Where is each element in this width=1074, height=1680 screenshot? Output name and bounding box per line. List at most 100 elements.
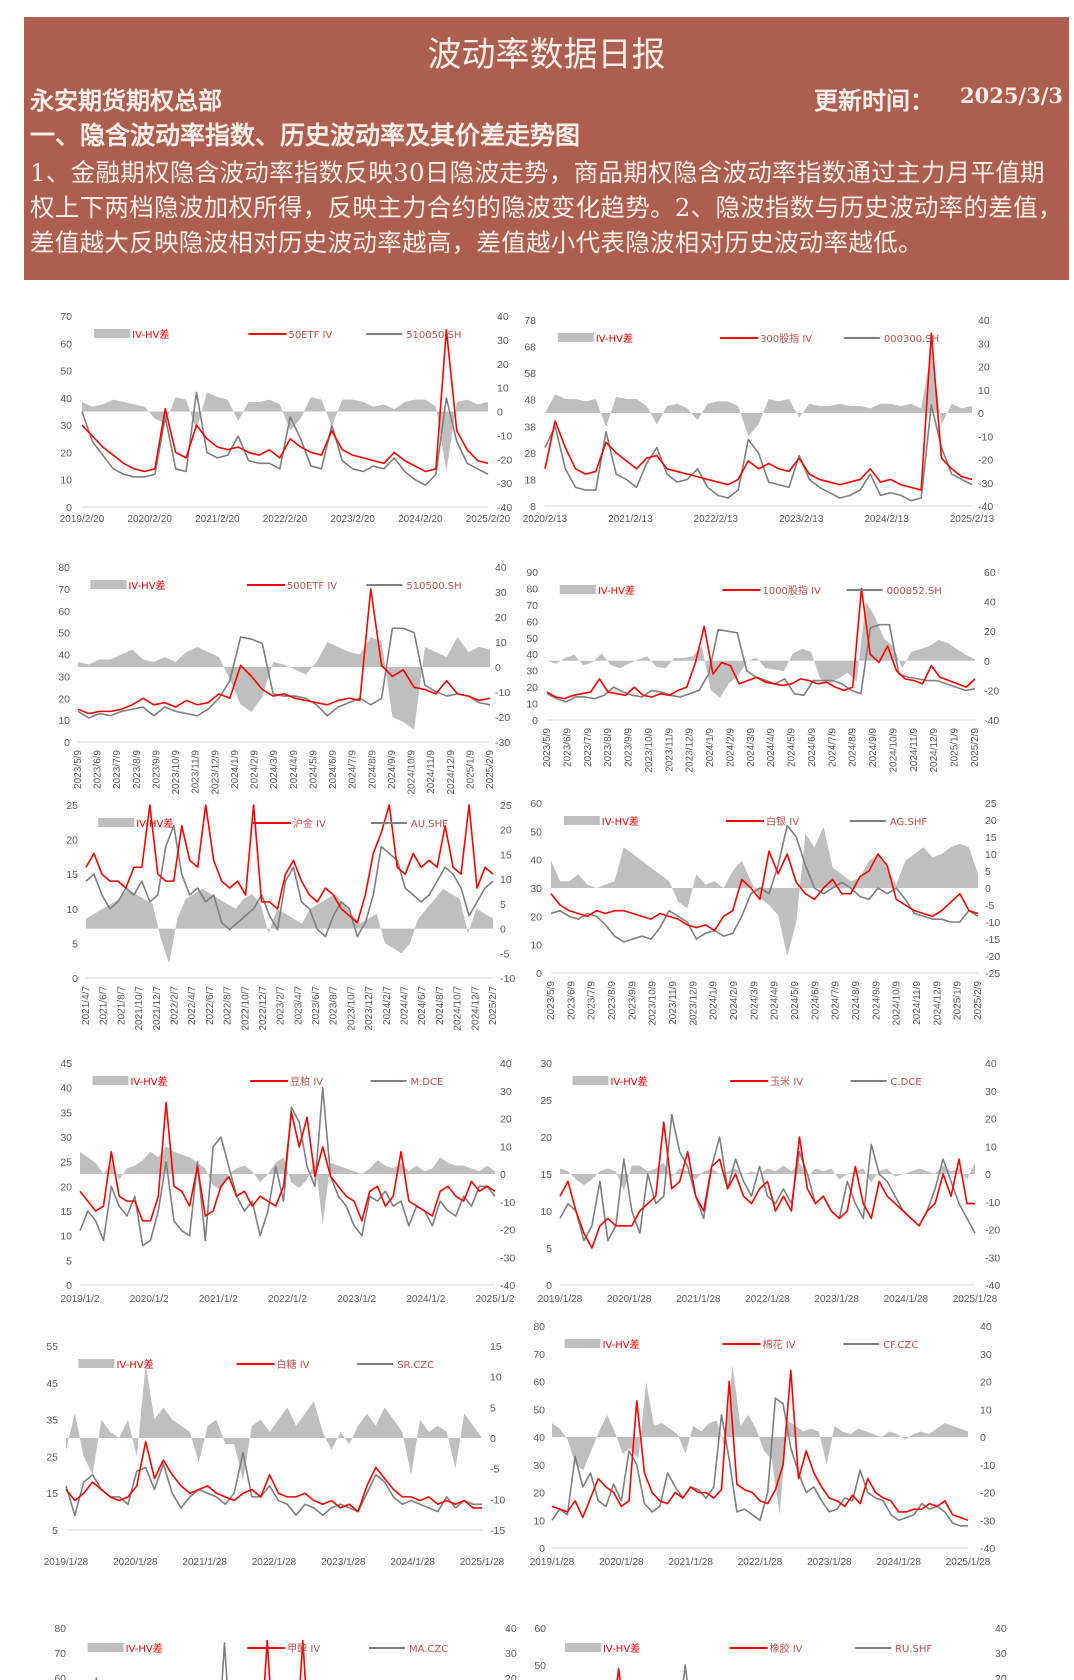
x-tick-label: 2021/1/28 — [676, 1294, 721, 1305]
legend-label: 玉米 IV — [770, 1075, 803, 1088]
y-left-tick-label: 15 — [46, 1488, 58, 1500]
y-left-tick-label: 80 — [533, 1321, 545, 1333]
chart-legend: IV-HV差 棉花 IV CF.CZC — [564, 1338, 918, 1351]
y-right-tick-label: 0 — [500, 1169, 506, 1181]
iv-line — [551, 1369, 969, 1522]
y-left-tick-label: 70 — [526, 600, 538, 612]
legend-swatch-diff — [78, 1359, 115, 1368]
chart-legend: IV-HV差 300股指 IV 000300.SH — [557, 332, 939, 345]
x-tick-label: 2023/6/7 — [311, 986, 322, 1025]
x-tick-label: 2022/1/2 — [268, 1294, 307, 1305]
y-right-tick-label: 40 — [984, 597, 996, 609]
y-left-tick-label: 20 — [60, 447, 72, 459]
legend-label: 豆粕 IV — [290, 1075, 323, 1088]
iv-line — [559, 1121, 975, 1249]
iv-line — [65, 1440, 482, 1513]
x-tick-label: 2024/6/9 — [328, 750, 339, 789]
y-right-tick-label: 40 — [978, 315, 990, 327]
x-tick-label: 2024/1/2 — [406, 1294, 445, 1305]
y-right-tick-label: 40 — [497, 311, 509, 323]
y-right-tick-label: -40 — [980, 1543, 995, 1555]
legend-label: IV-HV差 — [128, 579, 165, 592]
y-right-tick-label: 10 — [500, 1141, 512, 1153]
x-tick-label: 2023/10/7 — [346, 986, 357, 1031]
y-right-tick-label: 10 — [490, 1372, 502, 1384]
section-description: 1、金融期权隐含波动率指数反映30日隐波走势，商品期权隐含波动率指数通过主力月平… — [30, 158, 1063, 257]
y-left-tick-label: 5 — [66, 1255, 72, 1267]
x-tick-label: 2019/1/28 — [538, 1294, 583, 1305]
y-right-tick-label: -30 — [978, 478, 993, 490]
y-right-tick-label: -5 — [490, 1464, 499, 1476]
y-right-tick-label: 20 — [980, 1377, 992, 1389]
iv-line — [616, 1667, 621, 1680]
x-tick-label: 2024/6/9 — [810, 981, 821, 1020]
x-tick-label: 2023/7/9 — [583, 728, 594, 767]
y-right-tick-label: 0 — [978, 408, 984, 420]
y-left-tick-label: 30 — [58, 671, 70, 683]
x-tick-label: 2020/1/28 — [599, 1557, 644, 1568]
hv-line — [85, 824, 494, 938]
x-tick-label: 2019/2/20 — [60, 514, 105, 525]
chart-legend: IV-HV差 橡胶 IV RU.SHF — [564, 1642, 932, 1655]
y-right-tick-label: -10 — [500, 1197, 515, 1209]
x-tick-label: 2024/12/9 — [932, 981, 943, 1026]
y-left-tick-label: 5 — [52, 1525, 58, 1537]
y-left-tick-label: 45 — [46, 1378, 58, 1390]
y-right-tick-label: 20 — [985, 1114, 997, 1126]
y-left-tick-label: 18 — [524, 474, 536, 486]
y-left-tick-label: 5 — [546, 1243, 552, 1255]
chart-legend: IV-HV差 500ETF IV 510500.SH — [90, 579, 462, 592]
x-tick-label: 2023/9/9 — [627, 981, 638, 1020]
x-tick-label: 2022/1/28 — [252, 1557, 297, 1568]
x-tick-label: 2025/2/9 — [970, 728, 981, 767]
y-left-tick-label: 10 — [60, 1231, 72, 1243]
legend-label: 500ETF IV — [287, 581, 337, 592]
x-tick-label: 2021/1/28 — [182, 1557, 227, 1568]
y-left-tick-label: 15 — [540, 1169, 552, 1181]
y-right-tick-label: 30 — [497, 335, 509, 347]
y-right-tick-label: -40 — [500, 1280, 515, 1292]
y-right-tick-label: -10 — [985, 917, 1000, 929]
x-tick-label: 2023/6/9 — [562, 728, 573, 767]
y-left-tick-label: 40 — [58, 650, 70, 662]
x-tick-label: 2025/1/28 — [953, 1294, 998, 1305]
y-left-tick-label: 10 — [58, 715, 70, 727]
x-tick-label: 2025/1/28 — [946, 1557, 991, 1568]
y-right-tick-label: -10 — [978, 431, 993, 443]
x-tick-label: 2025/1/2 — [476, 1294, 515, 1305]
iv-hv-diff-area — [552, 1364, 968, 1515]
x-tick-label: 2024/10/9 — [888, 728, 899, 773]
iv-hv-diff-area — [82, 392, 488, 472]
chart-2: 0 10 20 30 40 50 60 70 80 -30 -20 -10 0 10 20 30 40 2023/… — [58, 562, 510, 795]
x-tick-label: 2025/2/20 — [466, 514, 511, 525]
chart-legend: IV-HV差 50ETF IV 510050.SH — [94, 328, 461, 341]
x-tick-label: 2022/1/28 — [745, 1294, 790, 1305]
y-right-tick-label: 10 — [980, 1404, 992, 1416]
y-left-tick-label: 40 — [60, 1083, 72, 1095]
y-left-tick-label: 5 — [72, 938, 78, 950]
legend-label: SR.CZC — [397, 1360, 434, 1371]
x-tick-label: 2024/1/9 — [709, 981, 720, 1020]
hv-line — [551, 1397, 968, 1527]
x-tick-label: 2024/5/9 — [308, 750, 319, 789]
y-right-tick-label: -10 — [985, 1197, 1000, 1209]
chart-9: 0 10 20 30 40 50 60 70 80 -40 -30 -20 -10 0 10 20 30 40 20… — [530, 1321, 996, 1568]
x-tick-label: 2023/10/9 — [644, 728, 655, 773]
y-right-tick-label: -20 — [495, 712, 510, 724]
update-time-label: 更新时间： — [814, 86, 934, 115]
x-tick-label: 2024/2/9 — [729, 981, 740, 1020]
x-tick-label: 2024/7/9 — [827, 728, 838, 767]
x-tick-label: 2025/2/9 — [973, 981, 984, 1020]
y-right-tick-label: -10 — [500, 973, 515, 985]
x-tick-label: 2025/2/7 — [488, 986, 499, 1025]
x-tick-label: 2025/1/9 — [465, 750, 476, 789]
y-right-tick-label: 20 — [497, 359, 509, 371]
x-tick-label: 2019/1/2 — [61, 1294, 100, 1305]
y-right-tick-label: -30 — [500, 1252, 515, 1264]
legend-label: IV-HV差 — [596, 332, 633, 345]
hv-line — [81, 391, 489, 486]
iv-hv-diff-area — [547, 601, 975, 698]
legend-swatch-diff — [572, 1076, 609, 1085]
y-left-tick-label: 58 — [524, 368, 536, 380]
y-right-tick-label: 20 — [500, 825, 512, 837]
